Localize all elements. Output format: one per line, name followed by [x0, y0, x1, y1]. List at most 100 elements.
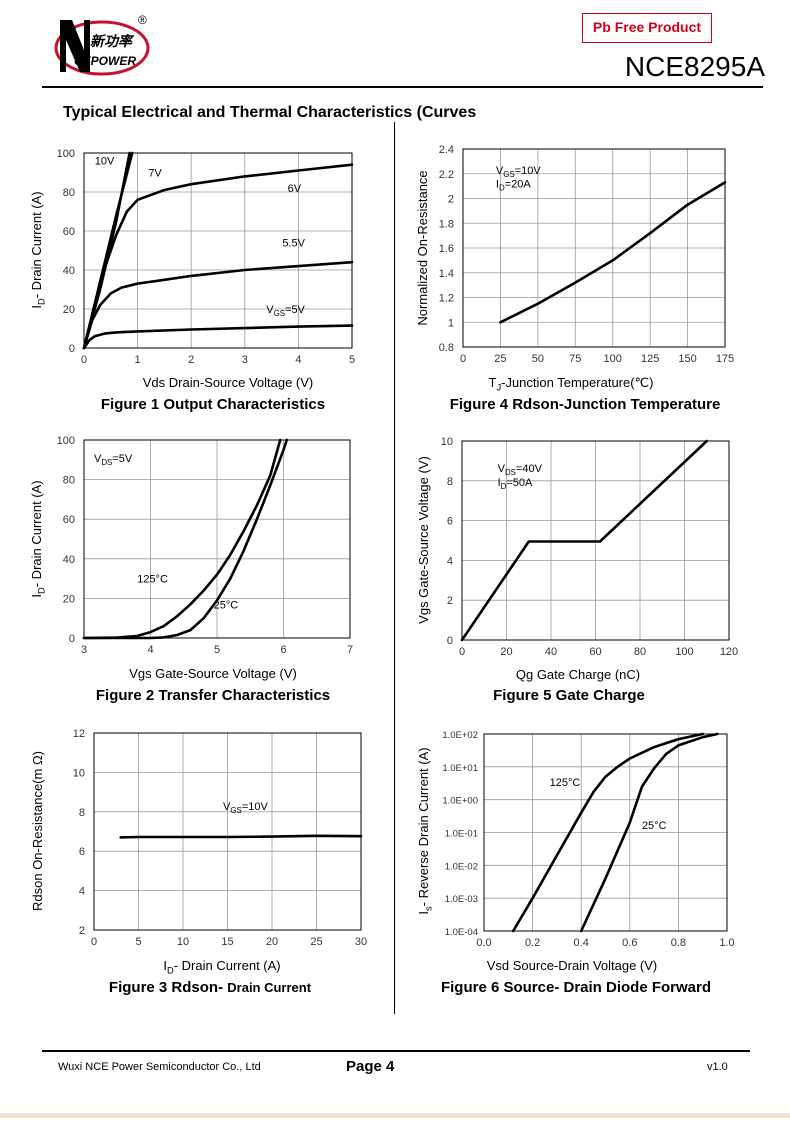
fig6-xtick-label: 0.2	[525, 937, 540, 949]
fig6-ytick-label: 1.0E-03	[445, 894, 478, 905]
fig6-y-axis-label: Is- Reverse Drain Current (A)	[416, 747, 434, 914]
fig4-annotation-0-sub: GS	[503, 170, 514, 179]
fig1-x-axis-label: Vds Drain-Source Voltage (V)	[143, 375, 314, 390]
fig1-ytick-label: 20	[63, 304, 75, 316]
fig5-annotation-1-main: I	[498, 477, 501, 489]
fig1-ytick-label: 100	[57, 148, 75, 160]
fig1-annotation-4: VGS=5V	[266, 304, 305, 318]
fig4-ytick-label: 1.2	[439, 293, 454, 305]
fig2-xtick-label: 6	[280, 644, 286, 656]
logo-text-cn: 新功率	[90, 33, 135, 49]
fig5-xtick-label: 120	[720, 646, 738, 658]
fig1-y-axis-label-sub: D	[37, 298, 47, 305]
fig1-annotation-1-main: 7V	[148, 167, 162, 179]
fig2-xtick-label: 3	[81, 644, 87, 656]
fig4-annotation-1-rest: =20A	[505, 178, 532, 190]
fig4-ytick-label: 1.8	[439, 218, 454, 230]
fig5-xtick-label: 40	[545, 646, 557, 658]
fig2-xtick-label: 7	[347, 644, 353, 656]
fig4-series-line-0	[499, 181, 727, 324]
fig4-plot-frame	[462, 148, 726, 348]
fig1-ytick-label: 40	[63, 265, 75, 277]
fig3-annotation-0-sub: GS	[230, 806, 241, 815]
company-logo: 新功率 CEPOWER ®	[54, 13, 150, 76]
fig1-xtick-label: 2	[188, 354, 194, 366]
fig5-caption: Figure 5 Gate Charge	[493, 687, 645, 704]
fig1-annotation-2: 6V	[288, 183, 302, 195]
fig6-ytick-label: 1.0E+02	[442, 730, 478, 741]
fig2-y-axis-label-sub: D	[37, 587, 47, 594]
footer-company: Wuxi NCE Power Semiconductor Co., Ltd	[58, 1061, 261, 1073]
fig3-ytick-label: 6	[79, 846, 85, 858]
fig1-annotation-4-rest: =5V	[285, 304, 306, 316]
fig6-series-line-0	[511, 732, 704, 933]
fig6-ytick-label: 1.0E-04	[445, 927, 478, 938]
fig1-ytick-label: 80	[63, 187, 75, 199]
fig4-annotation-0-rest: =10V	[515, 165, 542, 177]
fig5-ytick-label: 0	[447, 635, 453, 647]
fig3-ytick-label: 8	[79, 807, 85, 819]
footer-page: Page 4	[346, 1058, 395, 1075]
fig1-ytick-label: 60	[63, 226, 75, 238]
fig2-y-axis-label-rest: - Drain Current (A)	[29, 480, 44, 587]
fig3-plot-frame	[93, 732, 362, 931]
fig5-annotation-1-sub: D	[501, 482, 507, 491]
fig1-series-line-2	[82, 163, 354, 350]
fig2-annotation-0: VDS=5V	[94, 453, 133, 467]
fig4-xtick-label: 0	[460, 353, 466, 365]
fig1-annotation-3: 5.5V	[282, 238, 305, 250]
fig5-ytick-label: 2	[447, 595, 453, 607]
fig3-caption-main: Figure 3 Rdson-	[109, 979, 227, 996]
fig1-xtick-label: 4	[295, 354, 301, 366]
footer-version: v1.0	[707, 1061, 728, 1073]
fig2-annotation-0-main: V	[94, 453, 102, 465]
fig1-xtick-label: 0	[81, 354, 87, 366]
fig3-caption-small: Drain Current	[227, 980, 311, 995]
fig5-series-line-0	[460, 439, 709, 642]
fig6-plot-frame	[483, 733, 728, 932]
fig2-xtick-label: 5	[214, 644, 220, 656]
fig1-series-line-4	[82, 324, 354, 350]
pb-free-badge: Pb Free Product	[582, 13, 712, 43]
fig5-ytick-label: 4	[447, 555, 453, 567]
fig5-xtick-label: 80	[634, 646, 646, 658]
fig6-xtick-label: 1.0	[719, 937, 734, 949]
fig5-ytick-label: 10	[441, 436, 453, 448]
fig2-annotation-0-sub: DS	[101, 458, 112, 467]
fig5-annotation-0-main: V	[498, 463, 506, 475]
fig4-ytick-label: 1.6	[439, 243, 454, 255]
fig2-annotation-0-rest: =5V	[112, 453, 133, 465]
registered-mark: ®	[138, 13, 147, 27]
fig5-x-axis-label: Qg Gate Charge (nC)	[516, 667, 640, 682]
fig3-ytick-label: 10	[73, 767, 85, 779]
bottom-stripe	[0, 1113, 790, 1118]
fig1-annotation-4-main: V	[266, 304, 274, 316]
fig5-xtick-label: 20	[500, 646, 512, 658]
fig4-caption: Figure 4 Rdson-Junction Temperature	[450, 396, 721, 413]
fig5-y-axis-label: Vgs Gate-Source Voltage (V)	[416, 456, 431, 624]
fig2-chart: 3 4 5 6 7 0 20 40 60 80 100 VDS=5V 125°C 25°C Vgs Gate…	[29, 435, 353, 704]
fig3-caption: Figure 3 Rdson- Drain Current	[109, 979, 312, 996]
section-title: Typical Electrical and Thermal Character…	[63, 104, 477, 121]
fig4-xtick-label: 150	[678, 353, 696, 365]
fig4-ytick-label: 0.8	[439, 342, 454, 354]
fig3-xtick-label: 5	[135, 936, 141, 948]
fig1-y-axis-label-rest: - Drain Current (A)	[29, 191, 44, 298]
fig1-annotation-3-main: 5.5V	[282, 238, 305, 250]
fig1-annotation-2-main: 6V	[288, 183, 302, 195]
fig6-annotation-0: 125°C	[550, 777, 581, 789]
fig2-y-axis-label-main: I	[29, 594, 44, 598]
footer-rule	[42, 1050, 750, 1052]
fig2-ytick-label: 60	[63, 514, 75, 526]
fig4-ytick-label: 1	[448, 317, 454, 329]
fig4-annotation-1: ID=20A	[496, 178, 531, 192]
fig3-xtick-label: 20	[266, 936, 278, 948]
fig3-x-axis-label: ID- Drain Current (A)	[163, 958, 280, 976]
fig1-y-axis-label: ID- Drain Current (A)	[29, 191, 47, 308]
fig6-y-axis-label-rest: - Reverse Drain Current (A)	[416, 747, 431, 906]
fig5-xtick-label: 100	[675, 646, 693, 658]
fig6-annotation-1: 25°C	[642, 820, 667, 832]
fig2-ytick-label: 20	[63, 593, 75, 605]
fig6-series-line-1	[579, 732, 719, 933]
fig4-ytick-label: 2.2	[439, 169, 454, 181]
